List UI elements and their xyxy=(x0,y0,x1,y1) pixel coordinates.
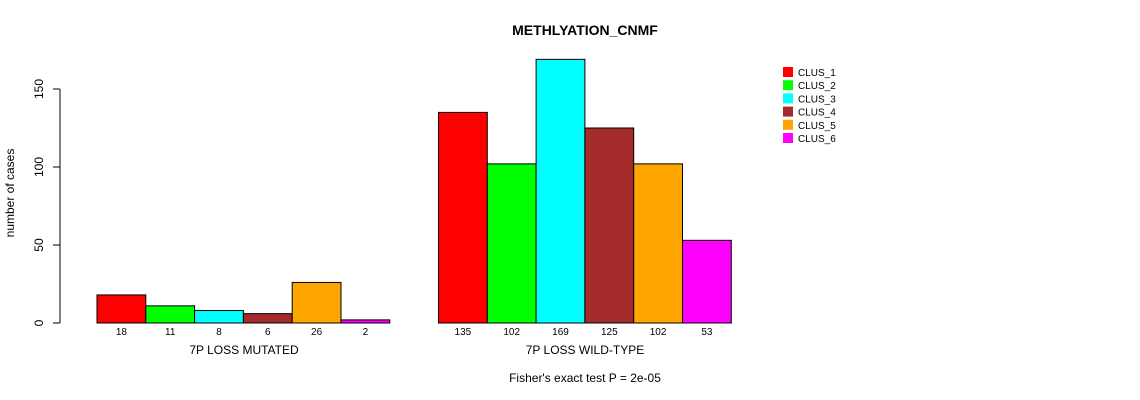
bar-value-label: 6 xyxy=(265,327,271,338)
legend-swatch xyxy=(783,80,793,91)
bar-clus-3 xyxy=(194,310,244,324)
bar-clus-5 xyxy=(633,163,684,324)
bar-value-label: 102 xyxy=(650,327,667,338)
legend: CLUS_1 CLUS_2 CLUS_3 CLUS_4 CLUS_5 CLUS_6 xyxy=(783,67,836,145)
y-axis-label: number of cases xyxy=(3,149,17,238)
bar-clus-6 xyxy=(682,239,732,324)
y-tick-label: 50 xyxy=(32,238,46,252)
legend-label: CLUS_6 xyxy=(798,134,836,145)
y-axis: 0 50 100 150 xyxy=(32,79,61,326)
bar-value-label: 125 xyxy=(601,327,618,338)
y-tick-label: 150 xyxy=(32,79,46,99)
bar-value-label: 8 xyxy=(216,327,222,338)
bar-clus-2 xyxy=(145,305,196,324)
bar-value-labels: 18 11 8 6 26 2 135 102 169 125 102 53 xyxy=(116,327,713,338)
legend-swatch xyxy=(783,119,793,130)
legend-swatch xyxy=(783,67,793,77)
bars xyxy=(96,58,732,324)
group-label-wild-type: 7P LOSS WILD-TYPE xyxy=(526,343,644,357)
bar-clus-1 xyxy=(96,294,147,324)
legend-swatch xyxy=(783,106,793,117)
bar-value-label: 169 xyxy=(552,327,569,338)
legend-label: CLUS_2 xyxy=(798,81,836,92)
bar-clus-5 xyxy=(291,281,342,324)
group-label-mutated: 7P LOSS MUTATED xyxy=(189,343,299,357)
bar-value-label: 2 xyxy=(363,327,369,338)
bar-clus-2 xyxy=(486,163,537,324)
legend-swatch xyxy=(783,93,793,104)
legend-label: CLUS_3 xyxy=(798,94,836,105)
bar-clus-3 xyxy=(535,58,586,324)
bar-clus-4 xyxy=(242,313,293,324)
bar-value-label: 26 xyxy=(311,327,323,338)
legend-swatch xyxy=(783,133,793,143)
legend-label: CLUS_1 xyxy=(798,68,836,79)
bar-value-label: 102 xyxy=(503,327,520,338)
bar-clus-4 xyxy=(584,127,635,324)
bar-clus-1 xyxy=(438,111,488,324)
legend-label: CLUS_5 xyxy=(798,121,836,132)
chart-title: METHLYATION_CNMF xyxy=(512,22,658,38)
bar-value-label: 135 xyxy=(455,327,472,338)
bar-value-label: 18 xyxy=(116,327,128,338)
fisher-test-footer: Fisher's exact test P = 2e-05 xyxy=(509,371,661,385)
bar-clus-6 xyxy=(340,319,391,324)
y-tick-label: 0 xyxy=(32,319,46,326)
bar-value-label: 53 xyxy=(701,327,713,338)
legend-label: CLUS_4 xyxy=(798,108,836,119)
y-tick-label: 100 xyxy=(32,157,46,177)
bar-value-label: 11 xyxy=(165,327,176,338)
